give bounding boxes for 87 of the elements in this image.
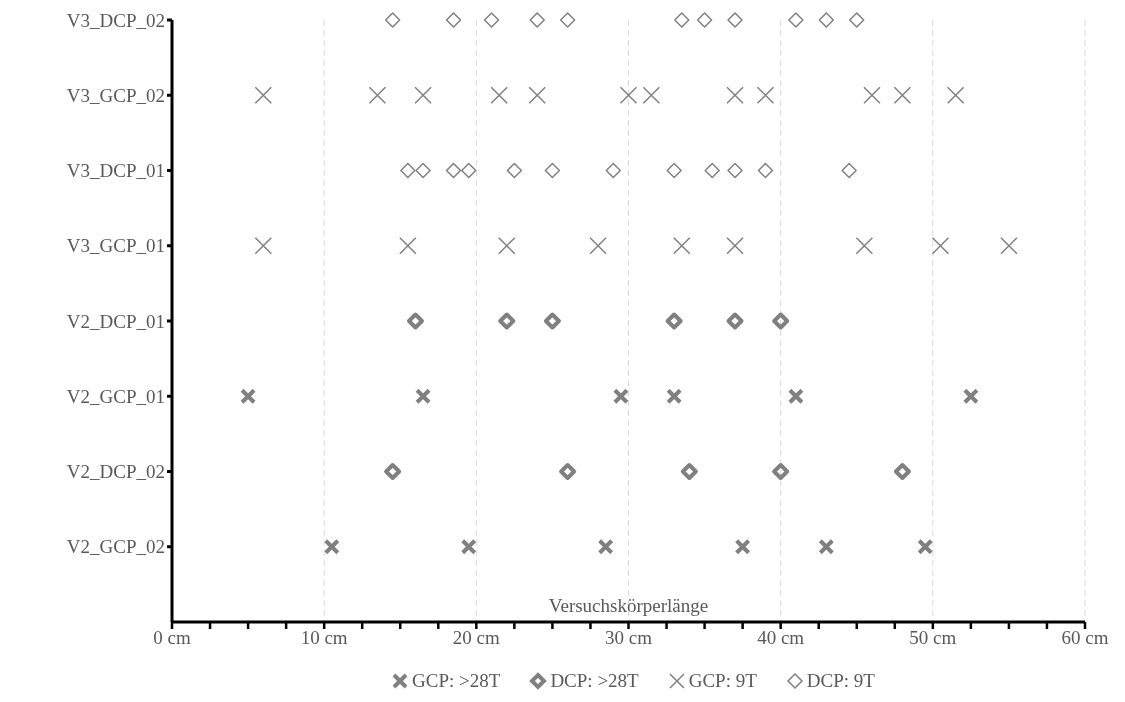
point	[946, 86, 965, 104]
point	[734, 538, 751, 555]
point	[756, 86, 775, 104]
point	[460, 162, 477, 179]
point	[855, 237, 874, 255]
point	[619, 86, 638, 104]
y-tick-label: V3_DCP_01	[66, 160, 165, 182]
legend-label: GCP: >28T	[411, 670, 501, 692]
point	[559, 463, 577, 480]
point	[460, 538, 477, 555]
legend-label: DCP: >28T	[549, 670, 639, 692]
point	[498, 237, 516, 255]
point	[544, 162, 561, 179]
point	[528, 86, 546, 104]
point	[727, 162, 743, 179]
point	[1000, 237, 1018, 255]
point	[849, 12, 865, 28]
point	[665, 312, 683, 330]
point	[498, 312, 516, 330]
point	[673, 237, 691, 255]
point	[559, 12, 576, 28]
point	[696, 12, 713, 28]
point	[323, 538, 340, 555]
point	[727, 12, 743, 28]
point	[384, 12, 401, 28]
x-tick-label: 10 cm	[300, 627, 348, 649]
point	[445, 162, 462, 179]
y-tick-label: V2_DCP_02	[66, 461, 165, 483]
x-tick-label: 60 cm	[1061, 627, 1109, 649]
point	[917, 538, 934, 555]
x-axis-title: Versuchskörperlänge	[548, 595, 709, 616]
point	[642, 86, 661, 104]
point	[787, 388, 804, 405]
point	[445, 12, 462, 28]
point	[612, 388, 629, 405]
point	[254, 237, 273, 255]
point	[962, 388, 979, 405]
point	[893, 86, 912, 104]
x-tick-label: 50 cm	[909, 627, 957, 649]
point	[415, 162, 431, 179]
point	[674, 12, 690, 28]
y-tick-label: V2_GCP_01	[66, 385, 165, 407]
point	[597, 538, 614, 555]
point	[406, 312, 424, 330]
point	[414, 86, 432, 104]
point	[680, 463, 698, 480]
point	[863, 86, 881, 104]
point	[772, 312, 790, 330]
point	[399, 237, 417, 255]
legend-label: GCP: 9T	[687, 670, 757, 692]
point	[704, 162, 720, 179]
point	[400, 162, 416, 179]
y-tick-label: V2_DCP_01	[66, 310, 165, 332]
y-tick-label: V2_GCP_02	[66, 536, 165, 558]
legend-label: DCP: 9T	[805, 670, 875, 692]
point	[240, 388, 257, 405]
point	[726, 237, 744, 255]
y-tick-label: V3_DCP_02	[66, 9, 165, 31]
point	[529, 12, 545, 28]
point	[368, 86, 387, 104]
point	[772, 463, 790, 480]
point	[483, 12, 500, 28]
x-tick-label: 30 cm	[605, 627, 653, 649]
point	[893, 463, 911, 480]
x-tick-label: 40 cm	[757, 627, 805, 649]
x-tick-label: 0 cm	[153, 627, 191, 649]
point	[726, 86, 744, 104]
point	[818, 12, 835, 28]
point	[384, 463, 402, 480]
point	[666, 162, 682, 179]
point	[589, 237, 607, 255]
y-tick-label: V3_GCP_01	[66, 235, 165, 257]
point	[490, 86, 508, 104]
point	[788, 12, 804, 28]
y-tick-label: V3_GCP_02	[66, 85, 165, 106]
point	[726, 312, 744, 330]
point	[931, 237, 950, 255]
point	[818, 538, 835, 555]
point	[415, 388, 432, 405]
x-tick-label: 20 cm	[452, 627, 501, 649]
point	[757, 162, 774, 179]
point	[841, 162, 857, 179]
point	[254, 86, 273, 104]
point	[605, 162, 622, 179]
point	[666, 388, 683, 405]
point	[506, 162, 523, 179]
point	[543, 312, 561, 330]
